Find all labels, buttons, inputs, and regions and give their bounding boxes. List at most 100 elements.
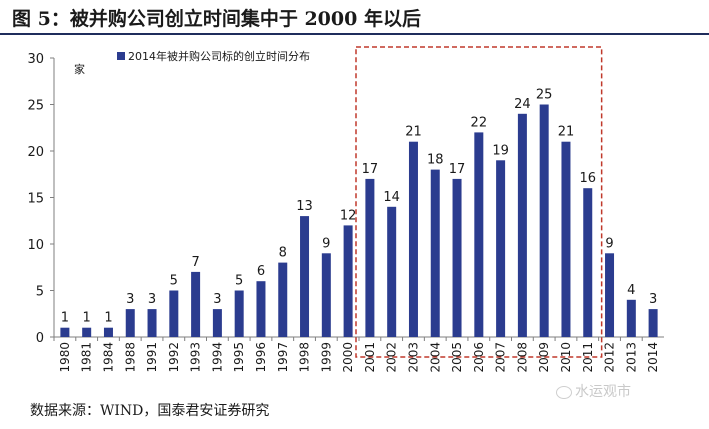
bar — [648, 309, 658, 337]
data-label: 14 — [383, 190, 400, 205]
bar — [82, 327, 92, 337]
x-tick-label: 2001 — [363, 342, 377, 373]
data-label: 6 — [257, 264, 265, 279]
y-tick-label: 5 — [36, 285, 44, 300]
x-tick-label: 2007 — [494, 342, 508, 373]
bar — [474, 132, 484, 337]
bar — [147, 309, 157, 337]
data-label: 1 — [61, 311, 69, 326]
x-tick-label: 1980 — [58, 342, 72, 373]
data-label: 18 — [427, 153, 444, 168]
bar — [365, 178, 375, 337]
x-tick-label: 2008 — [515, 342, 529, 373]
bar — [605, 253, 615, 337]
data-label: 8 — [279, 246, 287, 261]
bar — [212, 309, 222, 337]
x-tick-label: 2009 — [537, 342, 551, 373]
wechat-icon — [556, 385, 572, 399]
bar — [300, 216, 310, 337]
x-tick-label: 2000 — [341, 342, 355, 373]
data-label: 25 — [536, 88, 553, 103]
watermark-text: 水运观市 — [575, 384, 631, 400]
y-tick-label: 20 — [27, 145, 44, 160]
x-tick-label: 1998 — [298, 342, 312, 373]
x-tick-label: 1994 — [210, 342, 224, 373]
data-label: 24 — [514, 97, 531, 112]
bar — [191, 271, 201, 337]
bar — [103, 327, 113, 337]
data-label: 9 — [322, 236, 330, 251]
data-label: 7 — [191, 255, 199, 270]
bar — [60, 327, 70, 337]
data-label: 17 — [449, 162, 466, 177]
x-tick-label: 2005 — [450, 342, 464, 373]
data-label: 21 — [405, 125, 422, 140]
bar — [539, 104, 549, 337]
data-label: 12 — [340, 208, 357, 223]
watermark: 水运观市 — [556, 381, 631, 401]
title-rule — [0, 33, 709, 35]
x-tick-label: 1993 — [189, 342, 203, 373]
bar — [430, 169, 440, 337]
data-label: 3 — [148, 292, 156, 307]
x-tick-label: 1992 — [167, 342, 181, 373]
x-tick-label: 1984 — [101, 342, 115, 373]
bar — [387, 206, 397, 337]
bar — [583, 188, 593, 337]
bar-chart: 051015202530家2014年被并购公司标的创立时间分布119801198… — [27, 46, 664, 373]
bar — [321, 253, 331, 337]
x-tick-label: 2012 — [603, 342, 617, 373]
x-tick-label: 2010 — [559, 342, 573, 373]
bar — [517, 113, 527, 337]
y-tick-label: 10 — [27, 238, 44, 253]
x-tick-label: 2006 — [472, 342, 486, 373]
bar — [626, 299, 636, 337]
data-label: 3 — [213, 292, 221, 307]
data-label: 17 — [362, 162, 379, 177]
data-label: 21 — [558, 125, 575, 140]
data-label: 1 — [104, 311, 112, 326]
bar — [169, 290, 179, 337]
bar — [343, 225, 353, 337]
x-tick-label: 2003 — [406, 342, 420, 373]
bar — [125, 309, 135, 337]
bar — [256, 281, 266, 337]
data-label: 13 — [296, 199, 313, 214]
data-label: 19 — [492, 143, 509, 158]
x-tick-label: 1996 — [254, 342, 268, 373]
highlight-box — [355, 46, 603, 358]
y-tick-label: 15 — [27, 192, 44, 207]
x-tick-label: 1997 — [276, 342, 290, 373]
x-tick-label: 1995 — [232, 342, 246, 373]
source-note: 数据来源：WIND，国泰君安证券研究 — [30, 403, 270, 419]
data-label: 22 — [471, 115, 488, 130]
figure-title: 图 5：被并购公司创立时间集中于 2000 年以后 — [12, 8, 421, 30]
y-tick-label: 30 — [27, 52, 44, 67]
data-label: 9 — [605, 236, 613, 251]
x-tick-label: 1981 — [80, 342, 94, 373]
x-tick-label: 2013 — [624, 342, 638, 373]
legend-swatch — [117, 52, 125, 60]
bar — [408, 141, 418, 337]
data-label: 5 — [235, 274, 243, 289]
data-label: 1 — [83, 311, 91, 326]
x-tick-label: 1991 — [145, 342, 159, 373]
y-axis-unit-label: 家 — [74, 62, 85, 76]
y-tick-label: 25 — [27, 99, 44, 114]
x-tick-label: 1988 — [123, 342, 137, 373]
bar — [496, 160, 506, 337]
bar — [452, 178, 462, 337]
x-tick-label: 2004 — [428, 342, 442, 373]
bar — [234, 290, 244, 337]
x-tick-label: 2002 — [385, 342, 399, 373]
x-tick-label: 2014 — [646, 342, 660, 373]
data-label: 3 — [649, 292, 657, 307]
data-label: 4 — [627, 283, 635, 298]
data-label: 3 — [126, 292, 134, 307]
data-label: 5 — [170, 274, 178, 289]
x-tick-label: 2011 — [581, 342, 595, 373]
x-tick-label: 1999 — [319, 342, 333, 373]
legend-label: 2014年被并购公司标的创立时间分布 — [128, 49, 310, 63]
bar — [278, 262, 288, 337]
data-label: 16 — [579, 171, 596, 186]
